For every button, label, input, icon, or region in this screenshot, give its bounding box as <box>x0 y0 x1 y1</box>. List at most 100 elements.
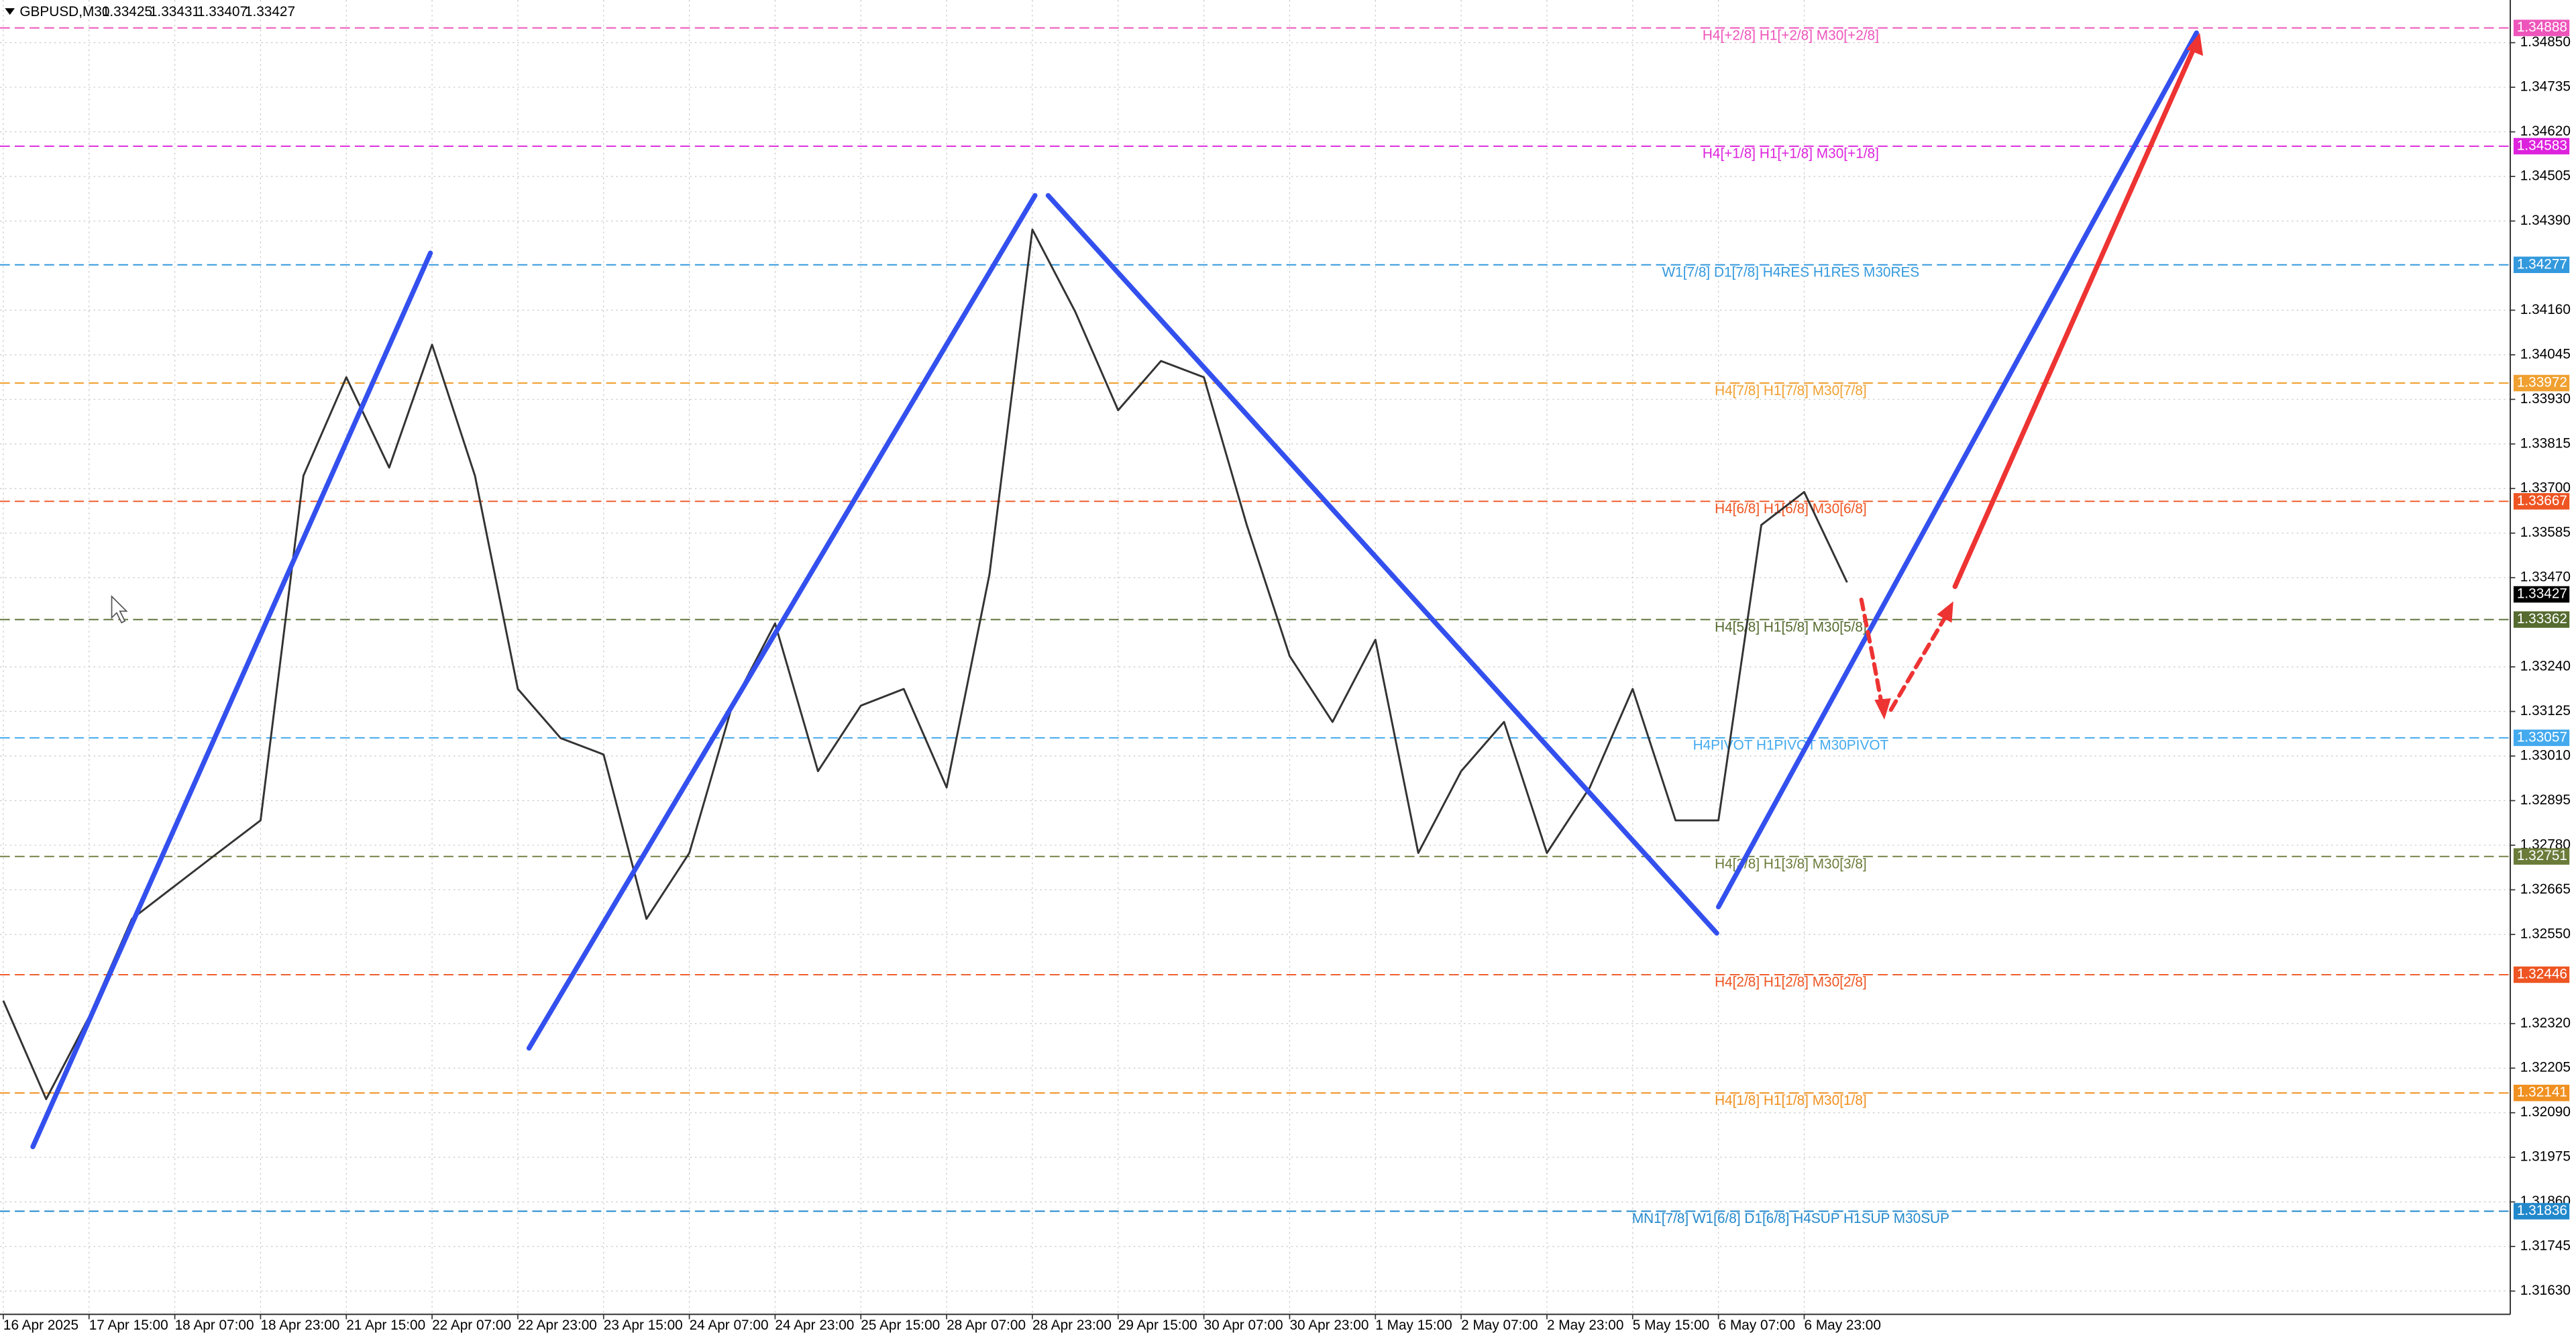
y-tick-label: 1.31975 <box>2520 1149 2571 1165</box>
x-tick-label: 22 Apr 23:00 <box>518 1318 597 1333</box>
x-tick-label: 16 Apr 2025 <box>3 1318 78 1333</box>
last-price: 1.33427 <box>2517 586 2567 602</box>
level-price-box <box>2513 729 2570 747</box>
level-price-box <box>2513 19 2570 36</box>
x-tick-label: 29 Apr 15:00 <box>1118 1318 1197 1333</box>
level-label: W1[7/8] D1[7/8] H4RES H1RES M30RES <box>1662 265 1920 280</box>
level-label: H4[+2/8] H1[+2/8] M30[+2/8] <box>1703 28 1879 43</box>
level-label: H4[+1/8] H1[+1/8] M30[+1/8] <box>1703 146 1879 162</box>
symbol: GBPUSD,M30 <box>19 4 109 19</box>
annotations <box>30 30 2204 1150</box>
forecast-dash <box>1859 597 1885 712</box>
y-tick-label: 1.34045 <box>2520 346 2571 362</box>
y-tick-label: 1.34390 <box>2520 213 2571 228</box>
level-price: 1.31836 <box>2517 1203 2567 1218</box>
x-tick-label: 6 May 23:00 <box>1804 1318 1880 1333</box>
y-tick-label: 1.34850 <box>2520 34 2571 50</box>
x-tick-label: 18 Apr 07:00 <box>175 1318 254 1333</box>
cursor <box>111 594 128 624</box>
forecast-arrow <box>1952 43 2198 589</box>
level-label: H4[7/8] H1[7/8] M30[7/8] <box>1715 383 1867 398</box>
y-tick-label: 1.33700 <box>2520 480 2571 496</box>
forecast-dash <box>1888 612 1949 712</box>
x-tick-label: 22 Apr 07:00 <box>432 1318 511 1333</box>
y-tick-label: 1.33815 <box>2520 435 2571 451</box>
level-price: 1.33362 <box>2517 611 2567 627</box>
level-price-box <box>2513 374 2570 392</box>
y-tick-label: 1.34505 <box>2520 168 2571 183</box>
level-price-box <box>2513 966 2570 983</box>
y-tick-label: 1.32090 <box>2520 1104 2571 1120</box>
level-price: 1.33972 <box>2517 375 2567 390</box>
level-price-box <box>2513 138 2570 155</box>
level-price-box <box>2513 1203 2570 1220</box>
x-tick-label: 30 Apr 23:00 <box>1289 1318 1368 1333</box>
ohlc-low: 1.33407 <box>197 4 248 19</box>
level-price: 1.32446 <box>2517 966 2567 981</box>
level-price: 1.34277 <box>2517 256 2567 272</box>
x-tick-label: 5 May 15:00 <box>1633 1318 1709 1333</box>
y-tick-label: 1.32895 <box>2520 792 2571 808</box>
y-tick-label: 1.34620 <box>2520 123 2571 139</box>
price-line <box>2 228 1848 1100</box>
x-tick-label: 21 Apr 15:00 <box>346 1318 425 1333</box>
level-price: 1.33057 <box>2517 729 2567 745</box>
trend-line <box>1715 30 2199 910</box>
last-price-box <box>2513 586 2570 603</box>
y-tick-label: 1.32550 <box>2520 926 2571 941</box>
level-price: 1.33667 <box>2517 493 2567 508</box>
arrow-head <box>2186 33 2204 56</box>
y-tick-label: 1.31630 <box>2520 1283 2571 1298</box>
level-price: 1.32751 <box>2517 848 2567 863</box>
arrow-head <box>1937 601 1953 623</box>
ohlc-close: 1.33427 <box>245 4 295 19</box>
level-label: MN1[7/8] W1[6/8] D1[6/8] H4SUP H1SUP M30… <box>1632 1211 1949 1226</box>
x-tick-label: 24 Apr 23:00 <box>775 1318 854 1333</box>
level-price-box <box>2513 848 2570 865</box>
level-price: 1.32141 <box>2517 1085 2567 1100</box>
y-tick-label: 1.33240 <box>2520 659 2571 674</box>
level-price-box <box>2513 1084 2570 1102</box>
y-tick-label: 1.31745 <box>2520 1238 2571 1254</box>
ohlc-high: 1.33431 <box>150 4 200 19</box>
level-price-box <box>2513 611 2570 628</box>
x-tick-label: 28 Apr 07:00 <box>947 1318 1026 1333</box>
level-price-box <box>2513 493 2570 510</box>
level-price: 1.34583 <box>2517 138 2567 153</box>
y-tick-label: 1.33470 <box>2520 570 2571 585</box>
x-tick-label: 17 Apr 15:00 <box>89 1318 168 1333</box>
y-tick-label: 1.32205 <box>2520 1060 2571 1075</box>
price-layer <box>2 228 1848 1100</box>
y-tick-label: 1.33930 <box>2520 391 2571 407</box>
level-label: H4[6/8] H1[6/8] M30[6/8] <box>1715 501 1867 517</box>
y-tick-label: 1.34160 <box>2520 302 2571 317</box>
y-tick-label: 1.32320 <box>2520 1015 2571 1030</box>
x-tick-label: 2 May 23:00 <box>1547 1318 1623 1333</box>
x-tick-label: 23 Apr 15:00 <box>604 1318 683 1333</box>
level-label: H4[1/8] H1[1/8] M30[1/8] <box>1715 1093 1867 1108</box>
header-triangle <box>5 8 15 15</box>
level-label: H4PIVOT H1PIVOT M30PIVOT <box>1693 738 1889 753</box>
y-tick-label: 1.33125 <box>2520 703 2571 718</box>
x-tick-label: 6 May 07:00 <box>1719 1318 1795 1333</box>
x-tick-label: 2 May 07:00 <box>1461 1318 1538 1333</box>
level-label: H4[2/8] H1[2/8] M30[2/8] <box>1715 975 1867 990</box>
y-tick-label: 1.32665 <box>2520 881 2571 897</box>
x-tick-label: 25 Apr 15:00 <box>861 1318 940 1333</box>
level-price: 1.34888 <box>2517 19 2567 35</box>
x-tick-label: 28 Apr 23:00 <box>1032 1318 1112 1333</box>
x-tick-label: 18 Apr 23:00 <box>260 1318 339 1333</box>
arrow-head <box>1874 698 1891 720</box>
y-tick-label: 1.33010 <box>2520 748 2571 763</box>
x-tick-label: 24 Apr 07:00 <box>690 1318 769 1333</box>
level-price-box <box>2513 256 2570 274</box>
x-tick-label: 1 May 15:00 <box>1375 1318 1452 1333</box>
level-label: H4[5/8] H1[5/8] M30[5/8] <box>1715 619 1867 635</box>
y-tick-label: 1.33585 <box>2520 525 2571 540</box>
trend-line <box>30 250 433 1150</box>
x-tick-label: 30 Apr 07:00 <box>1204 1318 1283 1333</box>
y-tick-label: 1.34735 <box>2520 79 2571 95</box>
